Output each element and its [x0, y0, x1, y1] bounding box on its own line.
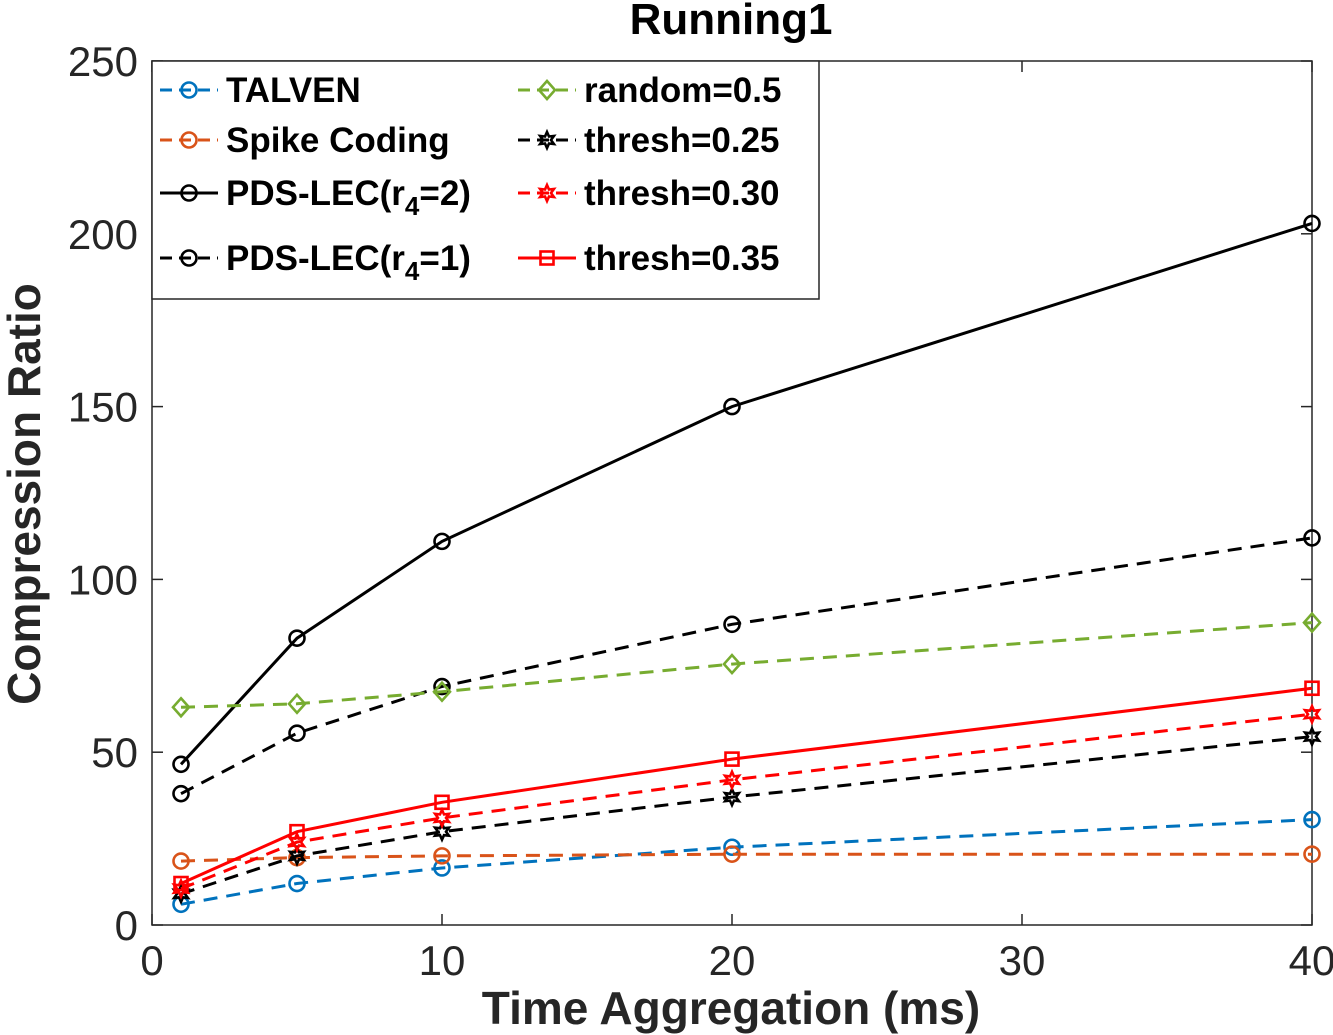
legend-entry-5: thresh=0.25 — [518, 121, 780, 160]
data-point — [722, 768, 742, 792]
data-point — [1302, 611, 1322, 634]
series-5 — [171, 725, 1322, 906]
legend-label: TALVEN — [226, 71, 361, 110]
data-point — [432, 820, 452, 843]
legend-marker — [180, 131, 198, 149]
series-7 — [173, 680, 1320, 892]
data-point — [1302, 725, 1322, 748]
chart-title: Running1 — [630, 0, 833, 44]
data-point — [433, 859, 451, 877]
y-tick-label: 0 — [115, 902, 138, 949]
legend-marker — [537, 79, 557, 101]
series-6 — [171, 702, 1322, 900]
data-point — [722, 653, 742, 676]
y-tick-label: 200 — [68, 211, 138, 258]
data-point — [723, 615, 741, 634]
data-point — [432, 806, 452, 830]
series-line — [180, 621, 1313, 709]
legend-marker — [180, 184, 198, 202]
data-point — [724, 751, 740, 767]
data-point — [1303, 529, 1321, 547]
data-point — [171, 696, 191, 719]
legend-label: random=0.5 — [584, 71, 781, 110]
series-line — [179, 221, 1313, 766]
x-tick-label: 30 — [999, 937, 1046, 984]
data-point — [172, 852, 190, 870]
data-point — [433, 847, 451, 865]
y-tick-label: 100 — [68, 556, 138, 603]
x-tick-label: 20 — [709, 937, 756, 984]
x-tick-label: 40 — [1289, 937, 1333, 984]
data-point — [287, 844, 307, 868]
data-point — [288, 874, 306, 893]
data-point — [1302, 702, 1322, 726]
data-point — [1303, 214, 1321, 233]
data-point — [288, 724, 306, 742]
y-tick-label: 250 — [68, 38, 138, 85]
data-point — [173, 875, 189, 892]
legend-label: thresh=0.25 — [584, 121, 780, 160]
series-line — [180, 536, 1313, 796]
data-point — [1303, 845, 1321, 863]
x-tick-label: 0 — [140, 937, 163, 984]
data-point — [723, 845, 741, 863]
legend-box — [151, 60, 820, 300]
data-point — [432, 680, 452, 703]
legend-entry-7: thresh=0.35 — [518, 239, 780, 278]
legend-marker — [537, 128, 557, 152]
y-tick-label: 150 — [68, 384, 138, 431]
data-point — [172, 755, 190, 774]
axes: 0 10 20 30 40 0 50 100 150 200 250 — [68, 38, 1333, 984]
legend-marker — [539, 250, 555, 266]
series-line — [180, 735, 1313, 896]
data-point — [287, 692, 307, 715]
legend-label: thresh=0.35 — [584, 239, 780, 278]
series-1 — [172, 845, 1321, 870]
legend-label: Spike Coding — [226, 121, 450, 160]
series-line — [180, 852, 1312, 863]
series-line — [180, 686, 1313, 885]
series-4 — [171, 611, 1322, 719]
data-point — [723, 397, 741, 416]
legend-entry-4: random=0.5 — [518, 71, 781, 110]
data-point — [289, 823, 305, 840]
x-tick-label: 10 — [419, 937, 466, 984]
legend-entry-6: thresh=0.30 — [518, 174, 780, 213]
data-point — [434, 794, 450, 811]
series-3 — [172, 529, 1321, 803]
legend-marker — [180, 249, 198, 267]
legend-entry-0: TALVEN — [160, 71, 361, 110]
data-point — [433, 532, 451, 551]
data-point — [172, 784, 190, 803]
series-2 — [172, 214, 1321, 774]
data-point — [1303, 810, 1321, 829]
y-axis-title: Compression Ratio — [0, 283, 50, 705]
series-layer — [171, 214, 1322, 914]
data-point — [722, 785, 742, 809]
series-0 — [172, 810, 1321, 914]
legend-label: thresh=0.30 — [584, 174, 780, 213]
data-point — [723, 838, 741, 857]
series-line — [180, 818, 1313, 906]
legend-marker — [537, 181, 557, 205]
x-axis-title: Time Aggregation (ms) — [482, 982, 980, 1034]
legend-entry-1: Spike Coding — [160, 121, 450, 160]
series-line — [180, 712, 1313, 891]
data-point — [1304, 680, 1320, 697]
data-point — [433, 677, 451, 696]
legend-marker — [180, 81, 198, 99]
data-point — [288, 629, 306, 647]
y-tick-label: 50 — [91, 729, 138, 776]
